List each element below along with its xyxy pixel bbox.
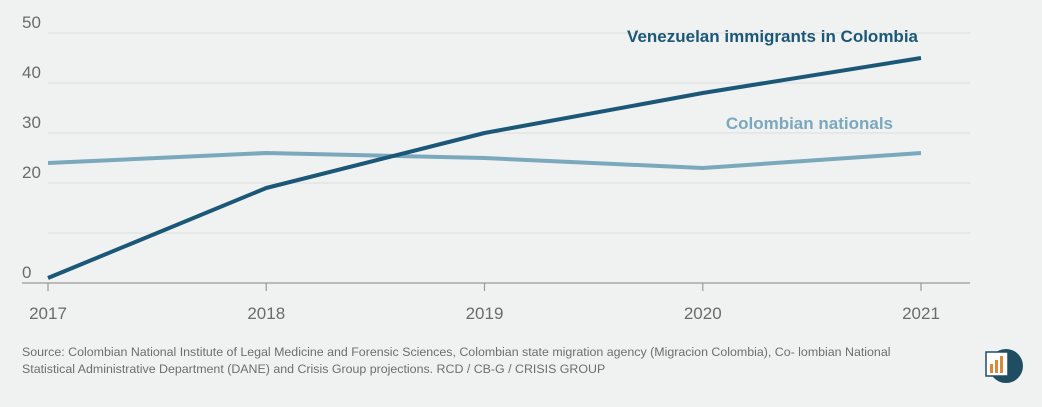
x-tick-label: 2021 — [902, 304, 940, 323]
series-label: Colombian nationals — [726, 114, 893, 133]
y-axis-ticks: 0 20 30 40 50 — [22, 13, 41, 282]
series-line — [47, 56, 922, 280]
series-line — [47, 151, 922, 170]
line-chart: 0 20 30 40 50 2017 2018 2019 2020 2021 Venezuela… — [22, 13, 970, 323]
x-tick-label: 2017 — [29, 304, 67, 323]
y-tick-label: 40 — [22, 63, 41, 82]
series-labels: Venezuelan immigrants in Colombia Colombi… — [627, 27, 918, 133]
gridlines — [48, 32, 970, 234]
x-tick-label: 2019 — [466, 304, 504, 323]
series-lines — [47, 56, 922, 280]
y-tick-label: 30 — [22, 113, 41, 132]
y-tick-label: 0 — [22, 263, 31, 282]
crisis-group-logo-icon — [985, 349, 1023, 383]
x-tick-label: 2020 — [684, 304, 722, 323]
y-tick-label: 50 — [22, 13, 41, 32]
x-tick-label: 2018 — [247, 304, 285, 323]
x-axis-ticks: 2017 2018 2019 2020 2021 — [29, 283, 940, 323]
y-tick-label: 20 — [22, 163, 41, 182]
series-label: Venezuelan immigrants in Colombia — [627, 27, 918, 46]
source-note: Source: Colombian National Institute of … — [22, 345, 891, 376]
